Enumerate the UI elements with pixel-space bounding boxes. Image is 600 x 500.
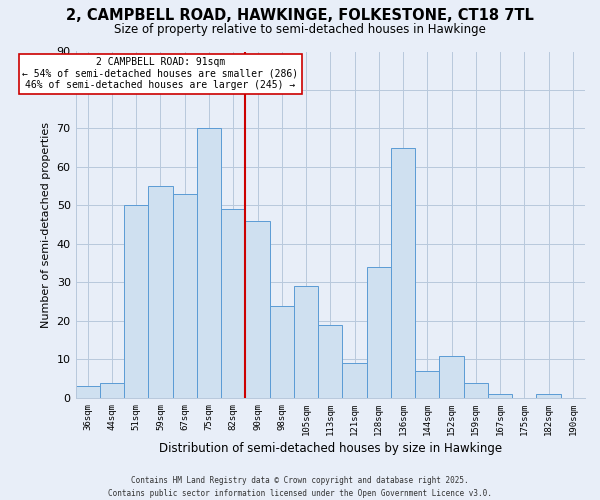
Bar: [269, 306, 294, 398]
Bar: [391, 148, 415, 398]
Bar: [221, 210, 245, 398]
Y-axis label: Number of semi-detached properties: Number of semi-detached properties: [41, 122, 51, 328]
Text: Contains HM Land Registry data © Crown copyright and database right 2025.
Contai: Contains HM Land Registry data © Crown c…: [108, 476, 492, 498]
Bar: [367, 267, 391, 398]
Text: 2, CAMPBELL ROAD, HAWKINGE, FOLKESTONE, CT18 7TL: 2, CAMPBELL ROAD, HAWKINGE, FOLKESTONE, …: [66, 8, 534, 22]
Bar: [318, 325, 343, 398]
Text: 2 CAMPBELL ROAD: 91sqm
← 54% of semi-detached houses are smaller (286)
46% of se: 2 CAMPBELL ROAD: 91sqm ← 54% of semi-det…: [22, 58, 299, 90]
Bar: [415, 371, 439, 398]
Bar: [439, 356, 464, 398]
Bar: [76, 386, 100, 398]
Bar: [100, 382, 124, 398]
Bar: [124, 206, 148, 398]
Bar: [197, 128, 221, 398]
Bar: [343, 364, 367, 398]
Bar: [464, 382, 488, 398]
Bar: [294, 286, 318, 398]
Bar: [488, 394, 512, 398]
Text: Size of property relative to semi-detached houses in Hawkinge: Size of property relative to semi-detach…: [114, 22, 486, 36]
Bar: [245, 221, 269, 398]
X-axis label: Distribution of semi-detached houses by size in Hawkinge: Distribution of semi-detached houses by …: [159, 442, 502, 455]
Bar: [536, 394, 561, 398]
Bar: [173, 194, 197, 398]
Bar: [148, 186, 173, 398]
